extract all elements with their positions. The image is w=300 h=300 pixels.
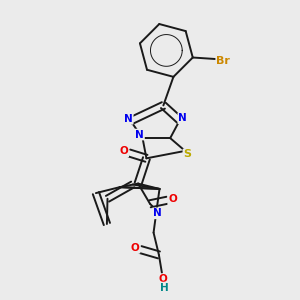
Text: O: O (168, 194, 177, 204)
Text: N: N (178, 113, 187, 123)
Text: O: O (119, 146, 128, 157)
Text: Br: Br (216, 56, 230, 66)
Text: H: H (160, 283, 169, 292)
Text: S: S (183, 149, 191, 160)
Text: N: N (124, 114, 133, 124)
Text: N: N (153, 208, 162, 218)
Text: O: O (158, 274, 167, 284)
Text: N: N (135, 130, 144, 140)
Text: O: O (131, 243, 140, 253)
